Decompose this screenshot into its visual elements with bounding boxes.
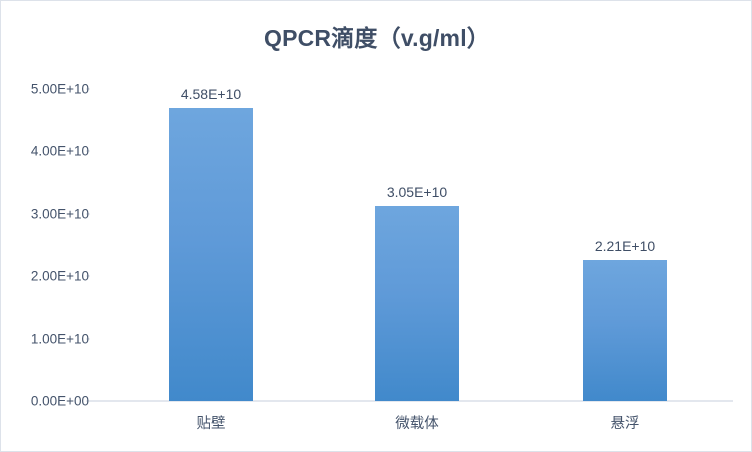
y-axis-tick-label: 0.00E+00 bbox=[30, 393, 89, 409]
y-tick-mark bbox=[86, 88, 90, 90]
y-axis-tick-label: 2.00E+10 bbox=[30, 268, 89, 284]
plot-area: 4.58E+10 3.05E+10 2.21E+10 bbox=[89, 81, 733, 401]
y-axis: 5.00E+10 4.00E+10 3.00E+10 2.00E+10 1.00… bbox=[1, 1, 90, 451]
category-label-microcarrier: 微载体 bbox=[395, 416, 439, 432]
bar-value-label: 4.58E+10 bbox=[180, 85, 242, 102]
y-tick-mark bbox=[86, 213, 90, 215]
y-axis-tick-label: 4.00E+10 bbox=[30, 143, 89, 159]
y-axis-tick-label: 5.00E+10 bbox=[30, 81, 89, 97]
chart-title: QPCR滴度（v.g/ml） bbox=[263, 25, 490, 51]
bar-adherent[interactable] bbox=[169, 107, 253, 401]
y-axis-tick-label: 1.00E+10 bbox=[30, 331, 89, 347]
category-label-suspension: 悬浮 bbox=[610, 416, 640, 432]
category-label-adherent: 贴壁 bbox=[196, 416, 226, 432]
category-axis-line bbox=[89, 400, 733, 402]
y-tick-mark bbox=[86, 338, 90, 340]
y-tick-mark bbox=[86, 400, 90, 402]
bar-value-label: 2.21E+10 bbox=[594, 237, 656, 254]
y-axis-tick-label: 3.00E+10 bbox=[30, 206, 89, 222]
y-tick-mark bbox=[86, 275, 90, 277]
bar-suspension[interactable] bbox=[583, 259, 667, 401]
bar-value-label: 3.05E+10 bbox=[386, 183, 448, 200]
y-tick-mark bbox=[86, 150, 90, 152]
bar-microcarrier[interactable] bbox=[375, 205, 459, 401]
